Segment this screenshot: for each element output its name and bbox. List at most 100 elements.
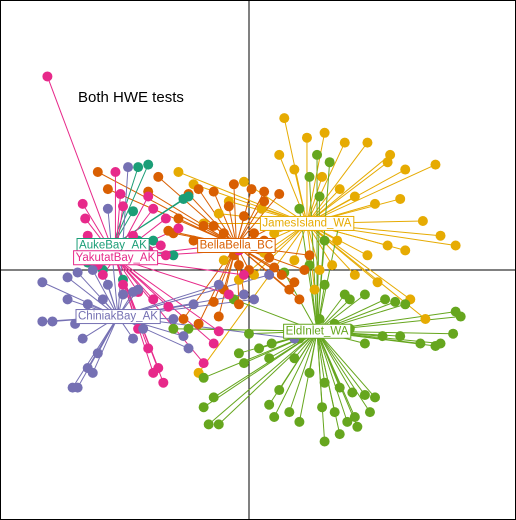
data-point [319,279,330,290]
population-label-text: JamesIsland_WA [262,217,351,229]
population-label-text: BellaBella_BC [200,240,274,252]
data-point [390,296,401,307]
link-line [46,76,116,258]
data-point [115,189,126,200]
population-label: YakutatBay_AK [73,250,159,266]
data-point [118,201,128,212]
link-line [115,257,215,344]
link-line [306,154,391,224]
data-point [208,338,219,349]
link-line [316,331,348,423]
link-line [316,330,376,398]
data-point [319,377,330,388]
link-line [203,330,318,408]
data-point [42,71,53,82]
population-label: EldInlet_WA [283,323,352,339]
data-point [276,269,287,280]
population-label: ChiniakBay_AK [75,309,161,325]
data-point [208,296,219,307]
data-point [238,289,249,300]
data-point [342,416,353,427]
data-point [289,277,300,288]
data-point [377,331,388,342]
population-label-box [75,309,161,325]
data-point [188,235,199,246]
data-point [294,203,305,214]
data-point [87,265,98,275]
link-line [306,223,356,276]
population-labels: AukeBay_AK BellaBella_BC YakutatBay_AK Chin… [73,215,355,339]
link-line [112,196,189,246]
data-point [82,299,93,310]
data-point [238,176,249,187]
data-point [223,201,234,212]
data-point [233,348,244,359]
link-line [293,169,308,224]
data-point [233,299,244,310]
data-point [417,216,428,226]
data-point [80,213,91,224]
data-point [173,213,184,224]
data-point [133,284,144,295]
link-line [97,171,237,246]
link-line [253,223,308,276]
data-point [314,191,325,202]
data-point [317,402,328,413]
data-point [118,279,128,290]
data-point [163,301,174,312]
link-line [316,331,326,442]
data-point [102,279,113,290]
data-point [118,289,128,300]
data-point [349,412,360,422]
data-point [183,191,194,202]
data-point [148,235,159,246]
data-point [133,162,144,173]
data-point [362,137,373,148]
data-point [294,416,305,427]
data-point [385,149,396,160]
data-point [173,167,184,177]
data-point [332,235,343,246]
data-point [400,299,411,310]
data-point [213,208,224,219]
data-point [193,184,204,195]
data-point [317,171,328,182]
data-point [264,269,275,280]
data-point [62,294,73,305]
population-label-box [197,238,276,253]
link-line [316,331,326,383]
data-point [364,407,375,418]
data-point [160,250,171,261]
data-point [304,367,315,378]
link-line [236,193,280,246]
population-label-box [73,250,159,266]
data-point [334,429,345,440]
data-point [334,382,345,393]
data-point [264,399,275,410]
population-label-box [283,323,352,339]
data-point [269,412,280,422]
chart-title: Both HWE tests [78,89,184,106]
data-point [183,323,194,334]
data-point [155,240,166,251]
data-point [153,171,164,182]
data-point [382,240,393,251]
data-point [327,260,338,271]
link-line [306,142,346,224]
link-line [288,331,318,413]
data-point [362,250,373,261]
data-point [102,203,113,214]
data-point [238,358,249,369]
data-point [148,367,159,378]
data-point [128,333,139,344]
data-point [223,289,234,300]
data-point [148,294,159,305]
data-point [264,353,275,364]
data-point [289,164,300,175]
data-point [160,213,171,224]
data-point [62,272,73,283]
link-line [316,330,366,396]
link-line [316,331,358,427]
data-point [213,311,224,322]
data-point [435,230,446,241]
